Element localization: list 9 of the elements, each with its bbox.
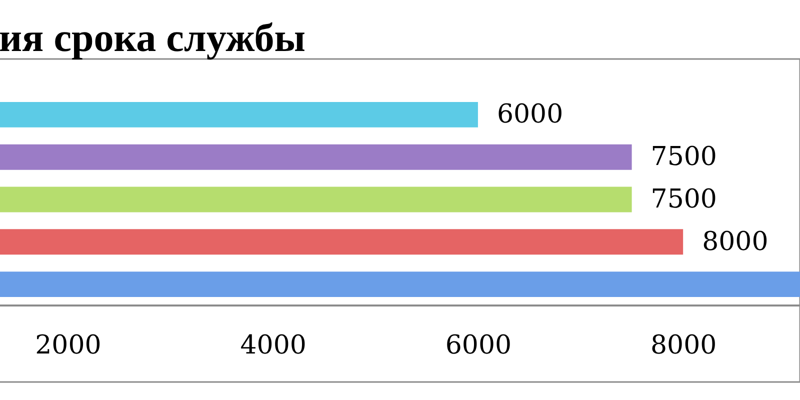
x-tick-label: 4000 bbox=[240, 330, 306, 360]
data-label: 8000 bbox=[702, 226, 768, 257]
data-label: 7500 bbox=[650, 142, 717, 172]
x-tick-label: 2000 bbox=[35, 330, 102, 360]
chart-title: ия срока службы bbox=[0, 15, 306, 60]
x-tick-label: 8000 bbox=[650, 330, 717, 360]
data-label: 6000 bbox=[496, 100, 564, 130]
data-label: 7500 bbox=[650, 184, 717, 214]
x-tick-label: 6000 bbox=[445, 330, 512, 360]
